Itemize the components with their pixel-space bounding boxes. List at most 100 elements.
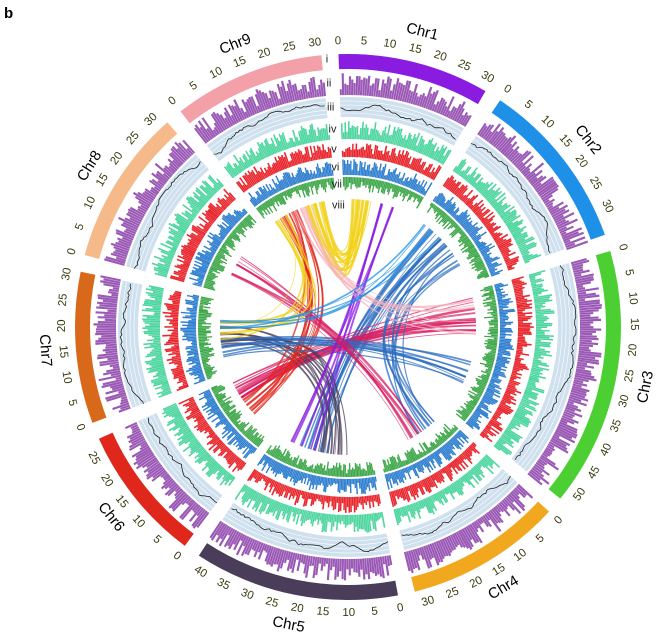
ideogram-chr4	[411, 501, 550, 592]
tick-label: 40	[192, 564, 209, 581]
track-vi-chr7	[180, 294, 206, 385]
ideogram-chr2	[491, 100, 605, 240]
track-iii-grid	[400, 471, 506, 535]
tick-label: 30	[60, 267, 74, 282]
tick-label: 45	[586, 464, 603, 481]
tick-label: 0	[171, 550, 183, 563]
tick-label: 10	[383, 37, 397, 51]
synteny-link	[240, 256, 419, 435]
tick-label: 0	[65, 247, 78, 256]
track-v-chr7	[162, 290, 189, 392]
synteny-link	[323, 199, 360, 254]
track-vi-chr1	[342, 159, 433, 196]
track-iii-band	[511, 262, 578, 472]
track-iii-grid	[467, 149, 550, 255]
synteny-link	[220, 237, 440, 322]
track-ii-chr4	[403, 483, 534, 574]
track-iii-grid	[121, 281, 137, 407]
track-vi-chr8	[189, 208, 248, 287]
tick-label: 25	[444, 585, 460, 601]
link-bundle	[290, 204, 476, 335]
track-iii-line	[470, 143, 551, 254]
track-v	[162, 143, 534, 513]
chromosome-label-chr3: Chr3	[634, 369, 657, 404]
synteny-link	[321, 199, 364, 264]
track-iii-grid	[523, 264, 575, 470]
track-iii-line	[340, 104, 456, 140]
synteny-link	[236, 301, 474, 391]
tick-label: 25	[623, 369, 637, 384]
chromosome-label-chr1: Chr1	[404, 19, 440, 43]
track-vii-chr8	[203, 214, 257, 291]
track-iv	[141, 121, 555, 533]
track-iii-grid	[152, 414, 221, 499]
tick-label: 30	[239, 587, 255, 603]
tick-label: 25	[587, 175, 604, 192]
track-iii-line	[119, 283, 144, 404]
link-bundle	[230, 256, 422, 441]
tick-label: 15	[557, 132, 574, 150]
synteny-link	[383, 244, 448, 427]
track-v-chr9	[235, 144, 332, 193]
tick-label: 15	[628, 318, 640, 331]
synteny-link	[290, 212, 475, 311]
tick-label: 0	[73, 422, 86, 432]
track-vii-chr2	[426, 202, 490, 280]
track-iv-chr5	[234, 484, 386, 533]
track-iii-grid	[520, 265, 571, 467]
tick-label: 15	[316, 605, 330, 618]
track-iii-grid	[340, 112, 456, 143]
track-iii-grid	[211, 105, 327, 152]
track-iii-grid	[125, 281, 141, 406]
track-iii-line	[401, 476, 511, 536]
track-vi-chr9	[248, 162, 334, 207]
synteny-link	[237, 261, 417, 436]
ideogram-chr5	[198, 543, 399, 601]
track-iii-line	[147, 417, 218, 503]
track-v-chr4	[389, 442, 480, 507]
synteny-link	[294, 209, 475, 312]
track-v-chr3	[479, 276, 534, 443]
panel-label: b	[4, 5, 13, 22]
tick-label: 20	[432, 49, 448, 64]
track-iii-grid	[209, 101, 326, 149]
track-ii-chr5	[209, 520, 393, 581]
tick-label: 10	[59, 370, 73, 385]
track-vii-chr7	[198, 296, 218, 380]
track-iii-grid	[514, 267, 563, 462]
synteny-link	[313, 206, 394, 451]
track-iii-grid	[148, 416, 218, 502]
synteny-link	[219, 217, 296, 328]
track-iii-grid	[340, 104, 460, 136]
track-iii-band	[464, 135, 565, 256]
synteny-link	[230, 274, 409, 441]
track-v-chr1	[341, 143, 442, 181]
track-v-chr5	[247, 468, 381, 513]
ideogram-chr6	[98, 432, 194, 546]
track-ii-chr7	[93, 275, 131, 413]
track-iv-chr8	[151, 174, 224, 278]
chromosome-label-chr4: Chr4	[485, 572, 522, 603]
tick-label: 10	[342, 607, 355, 619]
track-vi-chr5	[257, 453, 377, 495]
track-iii-grid	[473, 139, 561, 251]
tick-label: 0	[335, 35, 342, 47]
link-bundle	[290, 203, 395, 451]
synteny-link	[219, 223, 426, 329]
tick-label: 5	[622, 268, 635, 277]
track-iii-line	[133, 161, 201, 269]
track-iii-line	[515, 265, 577, 461]
track-iv-chr1	[340, 121, 452, 165]
ideogram-chr7	[74, 271, 107, 423]
track-vii-chr9	[256, 177, 335, 219]
track-iii-grid	[224, 516, 390, 554]
tick-label: 30	[599, 198, 615, 215]
tick-label: 40	[598, 442, 614, 459]
chromosome-ticks: 0 5 10 15 2025300510152025300510152025303540…	[56, 35, 640, 619]
tick-label: 15	[94, 172, 111, 189]
synteny-link	[220, 339, 341, 455]
track-v-chr2	[442, 175, 520, 271]
tick-label: 25	[282, 40, 297, 54]
